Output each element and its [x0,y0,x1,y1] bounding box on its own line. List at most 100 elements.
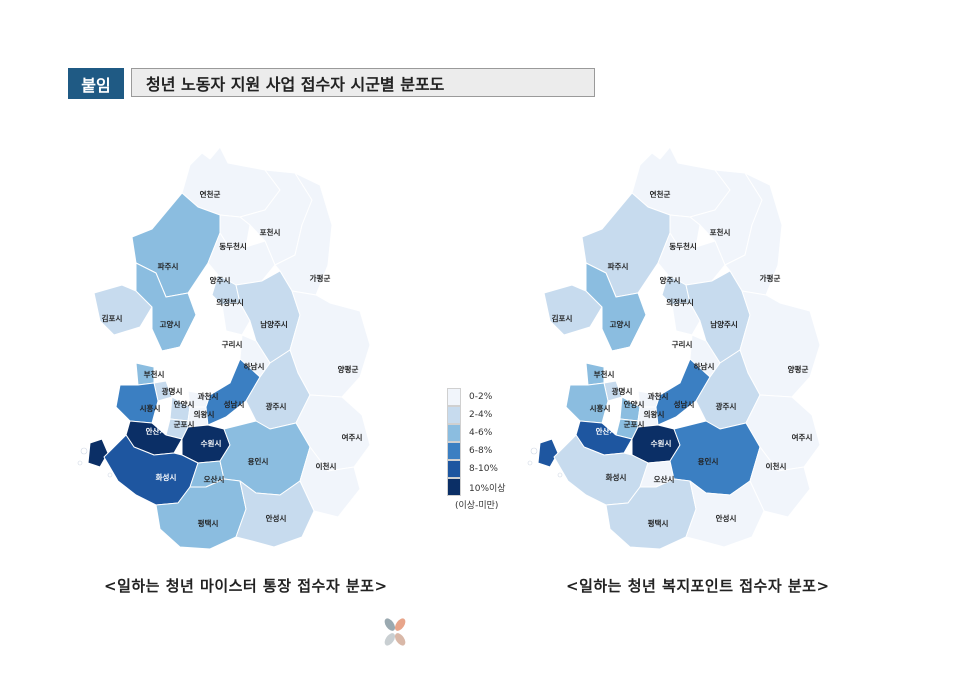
region-gimpo [543,284,603,336]
label-siheung: 시흥시 [140,403,161,413]
label-seongnam: 성남시 [224,399,245,409]
label-paju: 파주시 [158,261,179,271]
label-uijeongbu: 의정부시 [216,297,244,307]
label-dongducheon: 동두천시 [219,241,247,251]
legend-row: 8-10% [447,460,506,478]
legend-row: 0-2% [447,388,506,406]
label-goyang: 고양시 [160,319,181,329]
label-pyeongtaek: 평택시 [198,518,219,528]
label-gimpo: 김포시 [552,313,573,323]
label-bucheon: 부천시 [144,369,165,379]
attachment-header: 붙임 청년 노동자 지원 사업 접수자 시군별 분포도 [68,68,595,99]
meister-account-map: 연천군 포천시 동두천시 파주시 양주시 가평군 의정부시 김포시 고양시 남양… [70,145,420,565]
label-gwacheon: 과천시 [648,391,669,401]
label-hwaseong: 화성시 [606,472,627,482]
legend-swatch [447,424,461,442]
legend-label: 2-4% [469,410,493,420]
label-gapyeong: 가평군 [760,273,781,283]
label-yangju: 양주시 [660,275,681,285]
label-hanam: 하남시 [694,361,715,371]
label-ansan: 안산시 [596,426,617,436]
label-osan: 오산시 [204,474,225,484]
label-icheon: 이천시 [316,461,337,471]
legend-swatch [447,406,461,424]
label-guri: 구리시 [672,339,693,349]
legend-swatch [447,388,461,406]
label-gapyeong: 가평군 [310,273,331,283]
label-anseong: 안성시 [266,513,287,523]
legend-label: 8-10% [469,464,498,474]
label-yongin: 용인시 [698,456,719,466]
label-bucheon: 부천시 [594,369,615,379]
label-pyeongtaek: 평택시 [648,518,669,528]
label-icheon: 이천시 [766,461,787,471]
legend-unit: (이상-미만) [455,501,499,511]
label-yeoju: 여주시 [342,432,363,442]
region-labels: 연천군 포천시 동두천시 파주시 양주시 가평군 의정부시 김포시 고양시 남양… [552,189,813,528]
color-legend: 0-2% 2-4% 4-6% 6-8% 8-10% 10%이상 (이상-미만) [447,388,506,511]
label-gimpo: 김포시 [102,313,123,323]
label-anyang: 안양시 [624,399,645,409]
label-gwangju: 광주시 [266,401,287,411]
label-hwaseong: 화성시 [156,472,177,482]
label-osan: 오산시 [654,474,675,484]
label-gwangju: 광주시 [716,401,737,411]
region-daebudo [537,438,559,468]
label-gwacheon: 과천시 [198,391,219,401]
legend-row: 2-4% [447,406,506,424]
legend-swatch [447,442,461,460]
coastline-islands [527,447,563,478]
legend-swatch [447,460,461,478]
legend-swatch [447,478,461,496]
region-labels: 연천군 포천시 동두천시 파주시 양주시 가평군 의정부시 김포시 고양시 남양… [102,189,363,528]
region-siheung [565,382,609,424]
label-goyang: 고양시 [610,319,631,329]
caption-welfare: <일하는 청년 복지포인트 접수자 분포> [566,577,830,595]
region-yangju [207,232,276,286]
label-gunpo: 군포시 [624,420,645,429]
label-yangju: 양주시 [210,275,231,285]
legend-label: 6-8% [469,446,493,456]
region-gimpo [93,284,153,336]
label-gwangmyeong: 광명시 [162,386,183,396]
region-anseong [685,480,765,548]
label-uiwang: 의왕시 [644,409,665,419]
label-uijeongbu: 의정부시 [666,297,694,307]
flower-logo-icon [378,615,412,653]
region-siheung [115,382,159,424]
label-siheung: 시흥시 [590,403,611,413]
legend-label: 10%이상 [469,483,506,494]
region-guri [671,302,701,336]
label-gunpo: 군포시 [174,420,195,429]
label-pocheon: 포천시 [260,227,281,237]
label-namyangju: 남양주시 [710,319,738,329]
label-ansan: 안산시 [146,426,167,436]
label-paju: 파주시 [608,261,629,271]
page-title: 청년 노동자 지원 사업 접수자 시군별 분포도 [131,68,595,97]
legend-row: 10%이상 [447,478,506,496]
legend-label: 0-2% [469,392,493,402]
label-anseong: 안성시 [716,513,737,523]
label-yeoncheon: 연천군 [650,189,671,199]
label-suwon: 수원시 [201,438,222,448]
label-yeoju: 여주시 [792,432,813,442]
label-yongin: 용인시 [248,456,269,466]
region-anseong [235,480,315,548]
label-pocheon: 포천시 [710,227,731,237]
label-suwon: 수원시 [651,438,672,448]
label-anyang: 안양시 [174,399,195,409]
legend-label: 4-6% [469,428,493,438]
coastline-islands [77,447,113,478]
region-daebudo [87,438,109,468]
region-guri [221,302,251,336]
label-uiwang: 의왕시 [194,409,215,419]
label-yeoncheon: 연천군 [200,189,221,199]
legend-row: 4-6% [447,424,506,442]
gyeonggi-choropleth-map: 연천군 포천시 동두천시 파주시 양주시 가평군 의정부시 김포시 고양시 남양… [527,146,821,550]
label-guri: 구리시 [222,339,243,349]
label-dongducheon: 동두천시 [669,241,697,251]
label-namyangju: 남양주시 [260,319,288,329]
label-gwangmyeong: 광명시 [612,386,633,396]
region-yangju [657,232,726,286]
label-hanam: 하남시 [244,361,265,371]
